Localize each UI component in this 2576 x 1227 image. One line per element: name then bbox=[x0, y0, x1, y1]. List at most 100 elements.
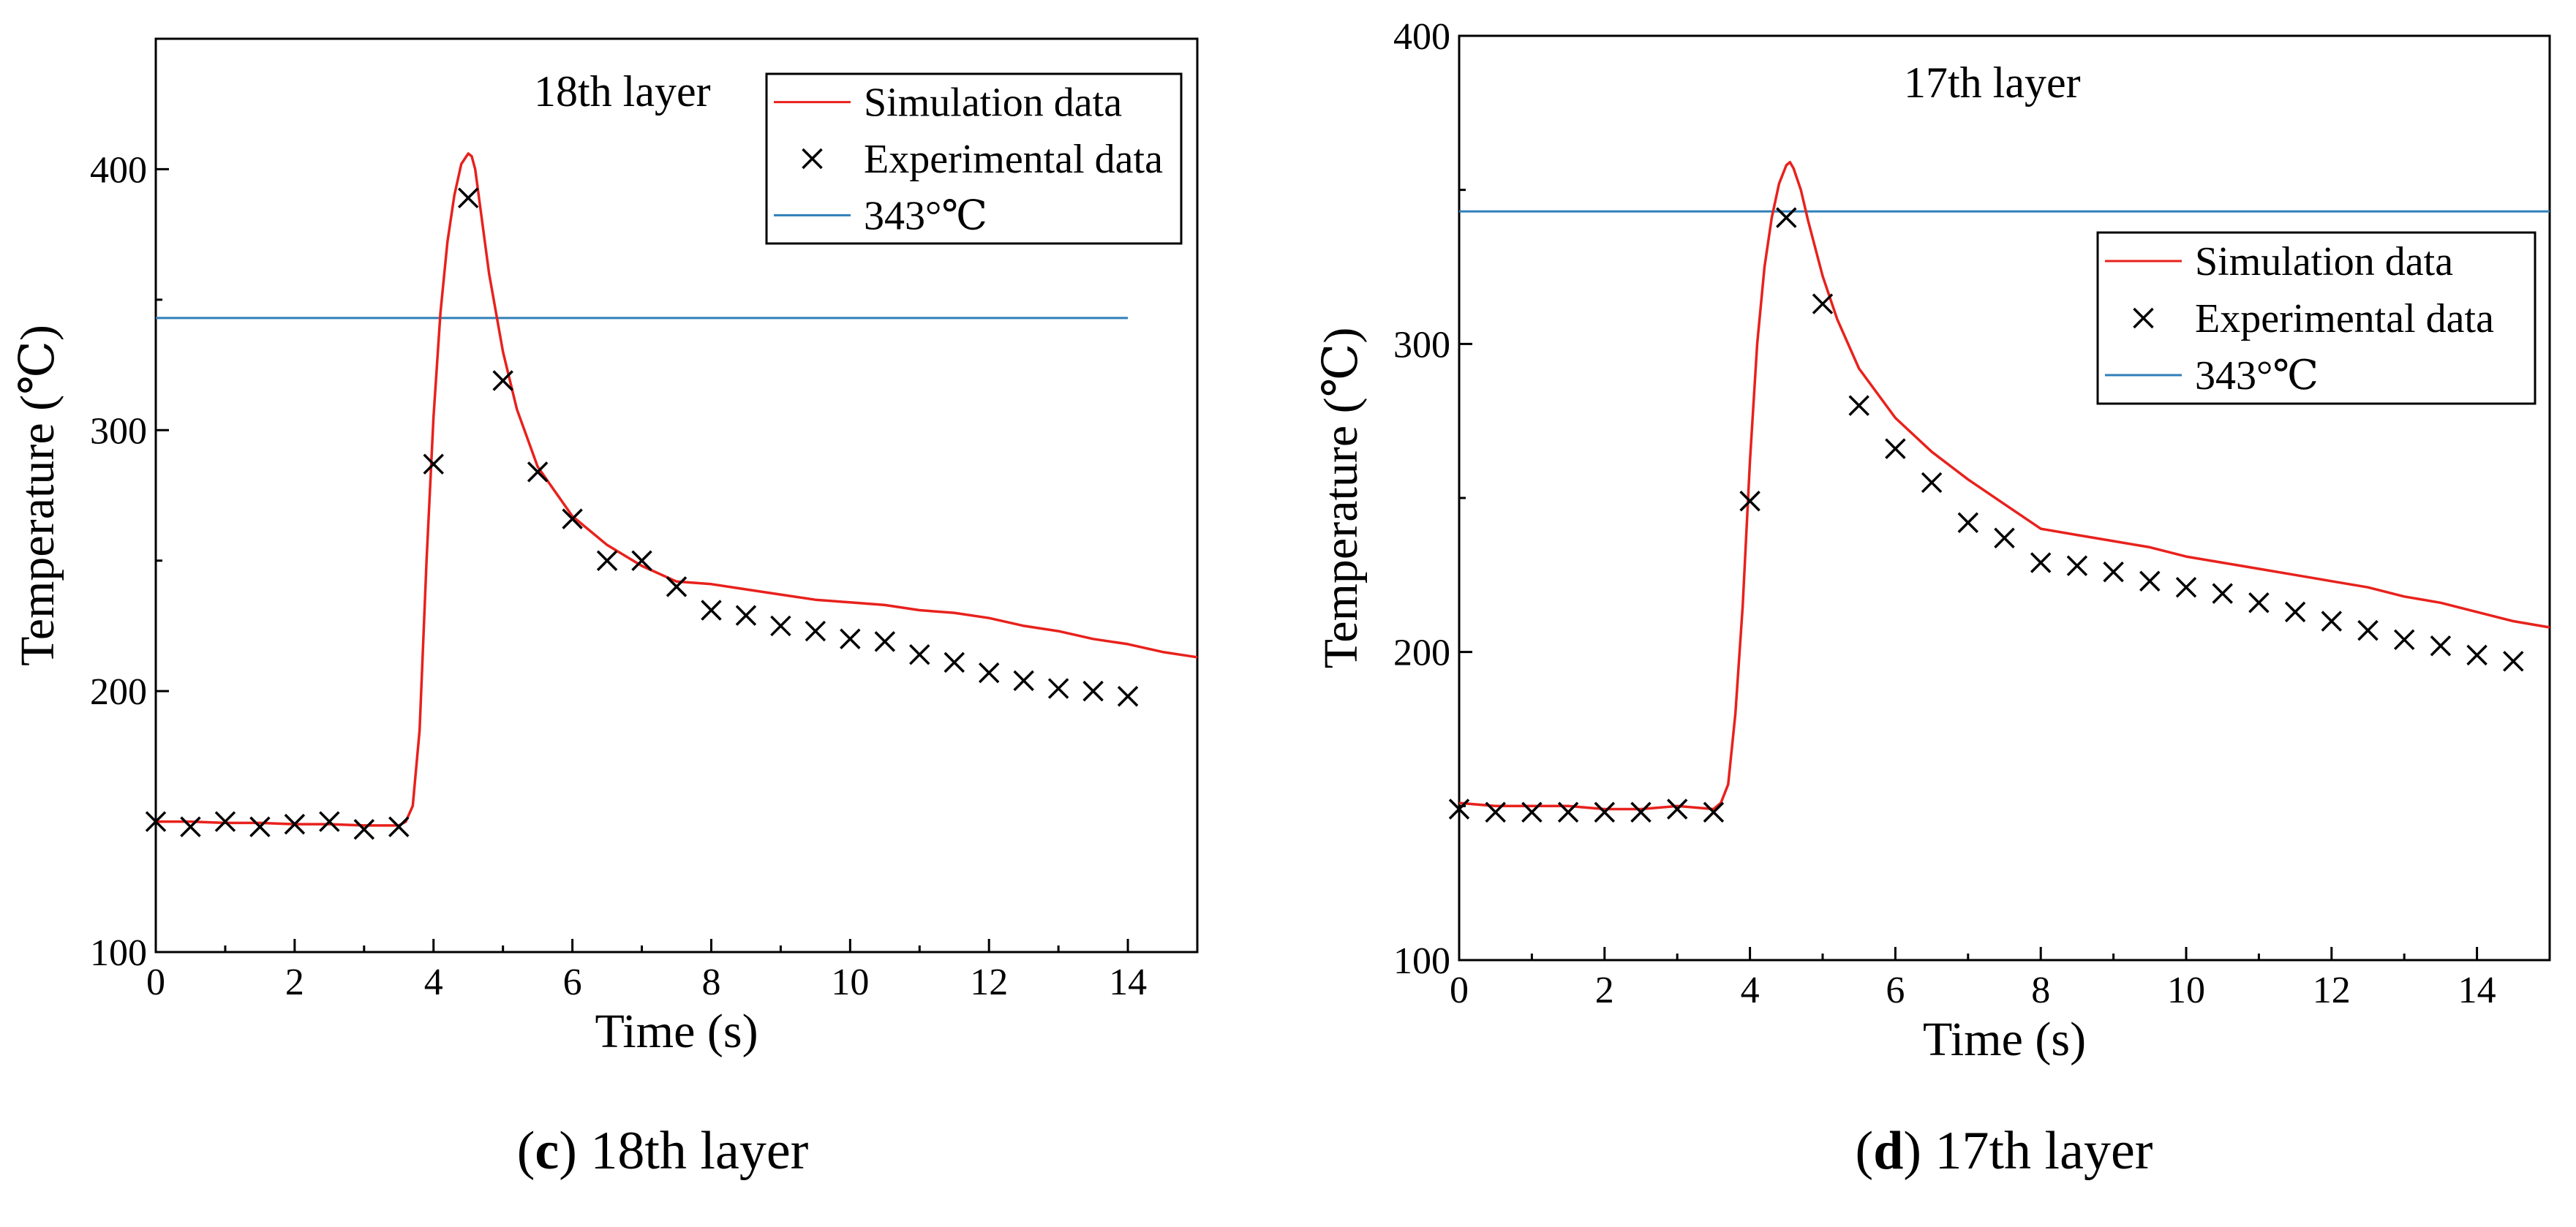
panel-c-experimental-point bbox=[284, 813, 306, 835]
panel-d-caption: (d) 17th layer bbox=[1856, 1121, 2153, 1181]
panel-c-experimental-point bbox=[735, 605, 757, 626]
panel-c-caption: (c) 18th layer bbox=[517, 1121, 809, 1181]
panel-c-chart: 0 2 4 6 8 10 12 14 100 200 300 400 18th layer Time … bbox=[11, 37, 1199, 1181]
panel-c-experimental-point bbox=[909, 643, 930, 665]
panel-d-legend-threshold: 343°℃ bbox=[2195, 353, 2319, 399]
panel-d-experimental-point bbox=[2175, 576, 2197, 598]
panel-d-experimental-point bbox=[2284, 601, 2306, 623]
panel-d-experimental-point bbox=[2430, 635, 2452, 657]
panel-d-title: 17th layer bbox=[1904, 58, 2081, 107]
panel-c-experimental-point bbox=[596, 550, 618, 571]
panel-c-legend-threshold: 343°℃ bbox=[864, 193, 987, 238]
panel-c-experimental-point bbox=[145, 811, 167, 832]
panel-d-y-tick-label: 400 bbox=[1393, 16, 1450, 58]
panel-c-experimental-point bbox=[1047, 678, 1069, 699]
panel-c-x-tick-label: 4 bbox=[424, 962, 443, 1003]
panel-c-axes-frame bbox=[154, 37, 1199, 954]
panel-d-x-tick-label: 0 bbox=[1450, 970, 1469, 1011]
panel-d-legend: Simulation data Experimental data 343°℃ bbox=[2096, 231, 2537, 405]
panel-d-experimental-point bbox=[1485, 801, 1506, 823]
panel-c-experimental-point bbox=[631, 550, 652, 571]
panel-d-experimental-point bbox=[1957, 512, 1979, 533]
panel-c-experimental-point bbox=[1013, 670, 1034, 692]
panel-d-experimental-point bbox=[1739, 490, 1760, 512]
panel-c-experimental-point bbox=[944, 652, 965, 673]
panel-d-x-tick-label: 6 bbox=[1886, 970, 1905, 1011]
panel-d-experimental-point bbox=[2393, 629, 2415, 651]
panel-c-x-tick-label: 8 bbox=[701, 962, 720, 1003]
panel-d-x-axis-label: Time (s) bbox=[1923, 1013, 2086, 1066]
panel-c-legend: Simulation data Experimental data 343°℃ bbox=[765, 72, 1183, 245]
panel-d-experimental-point bbox=[1921, 472, 1943, 494]
panel-d-plot-area: 0 2 4 6 8 10 12 14 100 200 300 400 bbox=[1393, 16, 2551, 1011]
panel-c-legend-experimental: Experimental data bbox=[864, 137, 1163, 182]
panel-c-x-tick-label: 12 bbox=[970, 962, 1008, 1003]
panel-d-experimental-point bbox=[1848, 395, 1869, 416]
panel-d-x-tick-label: 10 bbox=[2167, 970, 2205, 1011]
panel-d-simulation-line bbox=[1458, 160, 2550, 811]
panel-c-experimental-point bbox=[180, 816, 201, 837]
panel-d-legend-experimental: Experimental data bbox=[2195, 296, 2494, 341]
panel-d-experimental-point bbox=[1448, 799, 1470, 820]
panel-c-x-tick-label: 6 bbox=[563, 962, 582, 1003]
panel-c-x-axis-label: Time (s) bbox=[595, 1005, 758, 1058]
panel-d-experimental-point bbox=[2139, 570, 2161, 592]
panel-c-experimental-point bbox=[457, 187, 479, 208]
panel-d-experimental-point bbox=[2321, 611, 2343, 632]
panel-d-experimental-point bbox=[2248, 592, 2270, 614]
panel-d-experimental-point bbox=[2103, 561, 2124, 583]
panel-c-y-tick-label: 400 bbox=[90, 149, 147, 191]
panel-c-experimental-point bbox=[319, 811, 340, 832]
panel-c-legend-simulation: Simulation data bbox=[864, 80, 1122, 126]
panel-c-experimental-point bbox=[1117, 686, 1139, 707]
panel-c-experimental-point bbox=[249, 816, 271, 837]
panel-d-x-tick-label: 4 bbox=[1741, 970, 1760, 1011]
panel-d-chart: 0 2 4 6 8 10 12 14 100 200 300 400 17th layer Time … bbox=[1314, 16, 2551, 1181]
panel-d-legend-swatch-experimental bbox=[2133, 307, 2154, 329]
panel-c-title: 18th layer bbox=[534, 67, 711, 116]
panel-d-experimental-point bbox=[1776, 207, 1797, 228]
panel-c-y-tick-label: 200 bbox=[90, 671, 147, 713]
panel-c-experimental-point bbox=[423, 453, 444, 475]
panel-c-experimental-point bbox=[770, 615, 791, 637]
panel-d-experimental-point bbox=[1994, 527, 2015, 549]
panel-c-experimental-point bbox=[527, 461, 549, 483]
panel-c-y-tick-label: 300 bbox=[90, 410, 147, 452]
panel-c-experimental-point bbox=[388, 816, 410, 837]
panel-c-experimental-point bbox=[840, 628, 861, 650]
panel-d-experimental-point bbox=[2503, 651, 2524, 672]
panel-c-x-tick-label: 14 bbox=[1109, 962, 1147, 1003]
panel-c-experimental-point bbox=[492, 370, 513, 391]
panel-c-experimental-point bbox=[666, 576, 688, 597]
panel-d-experimental-point bbox=[2030, 552, 2052, 573]
panel-d-x-tick-label: 2 bbox=[1595, 970, 1614, 1011]
panel-c-experimental-point bbox=[1082, 680, 1104, 702]
panel-c-plot-area: 0 2 4 6 8 10 12 14 100 200 300 400 bbox=[90, 37, 1199, 1003]
panel-d-experimental-point bbox=[1594, 801, 1616, 823]
panel-c-y-axis-label: Temperature (℃) bbox=[11, 325, 64, 666]
panel-c-experimental-point bbox=[701, 600, 722, 621]
panel-d-x-tick-label: 8 bbox=[2031, 970, 2050, 1011]
panel-d-legend-simulation: Simulation data bbox=[2195, 239, 2453, 284]
panel-d-experimental-point bbox=[1557, 801, 1579, 823]
panel-c-caption-letter: c bbox=[535, 1121, 559, 1181]
panel-d-caption-letter: d bbox=[1873, 1121, 1903, 1181]
panel-d-experimental-point bbox=[1703, 801, 1725, 823]
panel-d-y-tick-label: 200 bbox=[1393, 633, 1450, 674]
panel-d-y-axis-label: Temperature (℃) bbox=[1314, 328, 1368, 669]
panel-c-experimental-point bbox=[353, 819, 375, 840]
panel-d-y-tick-label: 100 bbox=[1393, 940, 1450, 982]
panel-c-experimental-point bbox=[978, 662, 1000, 684]
panel-d-caption-text: 17th layer bbox=[1921, 1121, 2153, 1181]
panel-c-experimental-point bbox=[562, 508, 583, 529]
panel-d-experimental-point bbox=[2066, 555, 2088, 576]
panel-d-experimental-point bbox=[2357, 619, 2379, 641]
panel-d-experimental-point bbox=[2466, 644, 2488, 666]
panel-d-experimental-point bbox=[1885, 438, 1906, 459]
panel-c-experimental-point bbox=[874, 631, 896, 652]
panel-d-y-tick-label: 300 bbox=[1393, 324, 1450, 366]
panel-c-legend-swatch-experimental bbox=[802, 148, 823, 170]
panel-d-experimental-point bbox=[1521, 801, 1543, 823]
